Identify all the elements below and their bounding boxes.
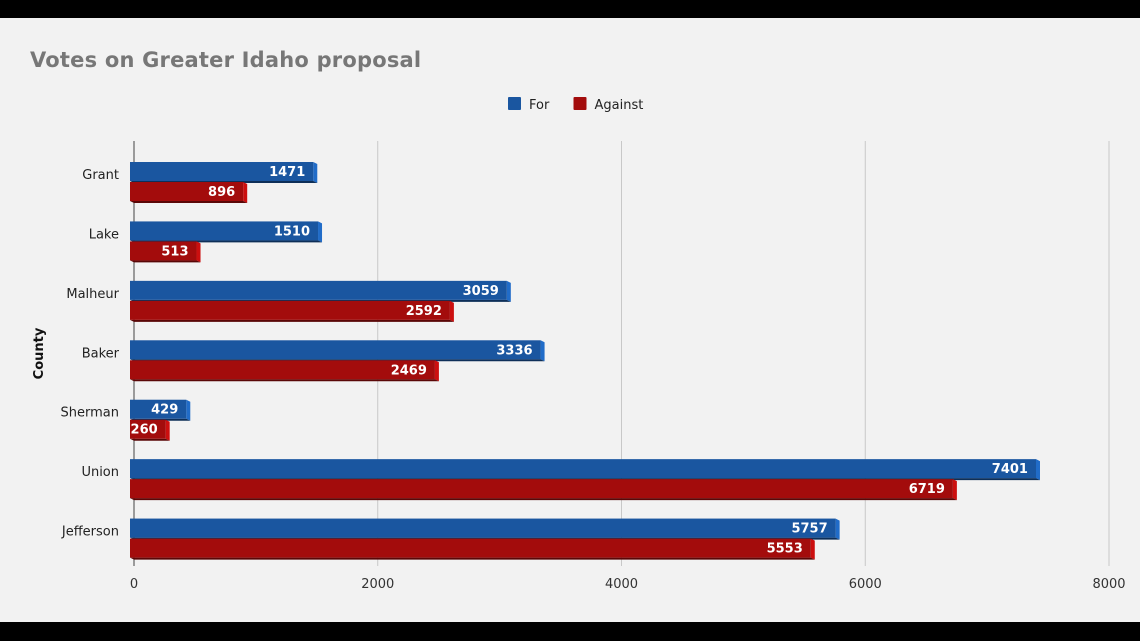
legend-label-against[interactable]: Against [595, 98, 644, 113]
data-label: 260 [131, 423, 158, 438]
data-label: 7401 [992, 462, 1028, 477]
bar-side [835, 518, 840, 540]
bar-for[interactable] [130, 518, 836, 538]
data-label: 3059 [463, 284, 499, 299]
category-label: Malheur [66, 287, 119, 302]
bar-bottom [130, 498, 957, 501]
bar-bottom [130, 201, 248, 203]
y-axis-title: County [32, 327, 47, 379]
bar-against[interactable] [130, 479, 953, 499]
category-label: Baker [82, 346, 120, 361]
legend-swatch-for[interactable] [508, 97, 521, 110]
legend-label-for[interactable]: For [529, 98, 550, 113]
category-label: Jefferson [61, 525, 119, 540]
bar-side [165, 419, 170, 441]
data-label: 513 [161, 244, 188, 259]
category-label: Sherman [61, 406, 119, 421]
bar-side [810, 538, 815, 560]
category-label: Union [81, 465, 119, 480]
bar-against[interactable] [130, 419, 166, 439]
bar-side [1035, 459, 1040, 481]
data-label: 2592 [406, 304, 442, 319]
bar-for[interactable] [130, 221, 319, 241]
bar-side [434, 360, 439, 382]
bar-for[interactable] [130, 399, 187, 419]
bar-against[interactable] [130, 182, 244, 201]
data-label: 429 [151, 403, 178, 418]
bar-for[interactable] [130, 280, 507, 300]
category-label: Lake [89, 227, 119, 242]
x-tick-label: 4000 [605, 577, 638, 592]
x-tick-label: 6000 [849, 577, 882, 592]
x-tick-label: 8000 [1092, 577, 1125, 592]
data-label: 1471 [269, 165, 305, 180]
chart-frame: Votes on Greater Idaho proposal 0 2000 400… [0, 18, 1140, 622]
bar-side [318, 221, 323, 243]
data-label: 5757 [791, 522, 827, 537]
bar-against[interactable] [130, 538, 811, 558]
bar-side [186, 399, 191, 421]
bar-side [196, 241, 201, 263]
bar-chart: 0 2000 4000 6000 8000 For Against County Grant 14… [32, 97, 1126, 592]
data-label: 3336 [496, 343, 532, 358]
bar-bottom [130, 438, 170, 441]
bar-side [449, 300, 454, 322]
legend-swatch-against[interactable] [573, 97, 587, 110]
bar-for[interactable] [130, 459, 1036, 479]
bar-against[interactable] [130, 241, 197, 261]
data-label: 1510 [274, 224, 310, 239]
bar-against[interactable] [130, 360, 435, 380]
bar-bottom [130, 379, 439, 382]
x-tick-label: 2000 [361, 577, 394, 592]
bar-for[interactable] [130, 340, 541, 360]
bar-side [506, 280, 511, 302]
data-label: 896 [208, 185, 235, 200]
bar-bottom [130, 557, 815, 560]
bar-side [540, 340, 545, 362]
data-label: 6719 [909, 482, 945, 497]
bar-bottom [130, 319, 454, 322]
bar-bottom [130, 260, 201, 263]
data-label: 2469 [391, 363, 427, 378]
bar-side [243, 182, 248, 203]
data-label: 5553 [767, 542, 803, 557]
x-tick-label: 0 [130, 577, 138, 592]
bar-side [313, 162, 318, 183]
chart-title: Votes on Greater Idaho proposal [30, 48, 422, 72]
category-label: Grant [82, 168, 119, 183]
bar-for[interactable] [130, 162, 314, 181]
bar-side [952, 479, 957, 501]
bar-against[interactable] [130, 300, 450, 320]
